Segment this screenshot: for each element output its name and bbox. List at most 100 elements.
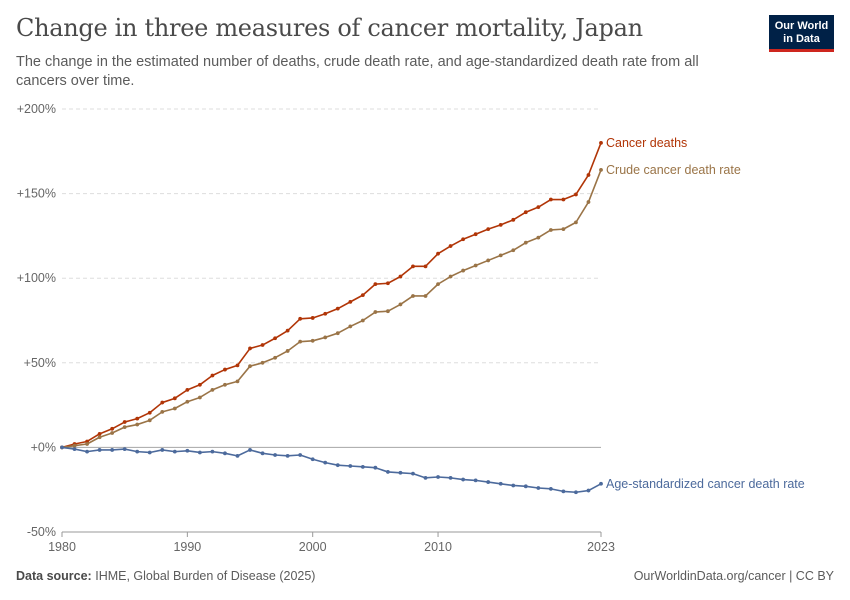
data-point-age-standardized-cancer-death-rate [97,448,102,452]
data-point-crude-cancer-death-rate [197,395,202,400]
data-point-age-standardized-cancer-death-rate [373,465,378,470]
x-tick-label: 2000 [299,540,327,554]
data-point-crude-cancer-death-rate [448,274,453,279]
data-point-age-standardized-cancer-death-rate [386,470,390,474]
data-point-cancer-deaths [373,282,378,287]
data-point-cancer-deaths [574,192,578,197]
data-point-age-standardized-cancer-death-rate [323,460,328,465]
data-point-crude-cancer-death-rate [586,200,591,204]
data-point-cancer-deaths [285,328,290,333]
chart-title: Change in three measures of cancer morta… [16,14,643,42]
data-point-age-standardized-cancer-death-rate [523,484,528,489]
data-point-age-standardized-cancer-death-rate [235,453,240,458]
data-point-age-standardized-cancer-death-rate [210,449,215,454]
data-point-crude-cancer-death-rate [85,442,89,446]
data-point-crude-cancer-death-rate [411,294,415,298]
data-point-cancer-deaths [523,210,528,215]
data-point-cancer-deaths [160,400,165,405]
data-point-age-standardized-cancer-death-rate [223,451,227,456]
data-point-cancer-deaths [436,251,440,256]
data-point-crude-cancer-death-rate [147,418,152,423]
y-tick-label: +0% [31,440,56,454]
y-tick-label: +150% [17,187,56,201]
data-source: Data source: IHME, Global Burden of Dise… [16,569,315,583]
data-point-crude-cancer-death-rate [160,409,165,414]
data-point-cancer-deaths [411,264,415,269]
data-point-age-standardized-cancer-death-rate [110,448,115,452]
data-point-crude-cancer-death-rate [235,379,240,384]
data-point-crude-cancer-death-rate [599,168,603,172]
y-tick-label: +100% [17,271,56,285]
logo-line-1: Our World [774,20,829,32]
chart-subtitle: The change in the estimated number of de… [16,54,699,89]
grid-lines [62,108,601,448]
data-point-cancer-deaths [147,410,152,415]
data-point-crude-cancer-death-rate [548,228,553,232]
credit-link[interactable]: OurWorldinData.org/cancer | CC BY [633,569,834,583]
data-point-cancer-deaths [461,237,466,242]
data-point-cancer-deaths [223,367,227,372]
data-point-age-standardized-cancer-death-rate [461,477,466,482]
data-point-crude-cancer-death-rate [511,248,516,253]
series-lines [60,140,603,495]
data-source-label: Data source: [16,569,92,583]
data-point-cancer-deaths [97,431,102,436]
data-point-crude-cancer-death-rate [348,324,353,329]
data-point-crude-cancer-death-rate [373,310,378,314]
data-point-crude-cancer-death-rate [473,263,478,268]
data-point-age-standardized-cancer-death-rate [248,448,252,452]
data-point-age-standardized-cancer-death-rate [486,480,491,484]
data-point-cancer-deaths [323,311,328,316]
data-point-cancer-deaths [599,140,603,145]
data-point-cancer-deaths [486,227,491,232]
data-point-age-standardized-cancer-death-rate [135,449,140,454]
data-point-age-standardized-cancer-death-rate [561,489,566,494]
data-point-cancer-deaths [335,306,340,311]
data-point-cancer-deaths [398,274,403,279]
series-labels: Cancer deaths Crude cancer death rate Age-… [606,136,805,491]
data-point-cancer-deaths [360,293,365,298]
series-line-cancer-deaths [61,142,602,449]
data-point-cancer-deaths [498,223,503,227]
data-point-crude-cancer-death-rate [97,435,102,440]
data-point-age-standardized-cancer-death-rate [85,449,89,454]
data-point-age-standardized-cancer-death-rate [197,450,202,455]
data-point-cancer-deaths [172,396,177,401]
data-point-age-standardized-cancer-death-rate [536,486,541,490]
data-point-cancer-deaths [386,281,390,286]
data-point-age-standardized-cancer-death-rate [423,475,428,480]
data-point-cancer-deaths [248,346,252,351]
data-point-crude-cancer-death-rate [335,331,340,336]
data-point-cancer-deaths [348,299,353,304]
data-point-cancer-deaths [561,197,566,202]
data-point-age-standardized-cancer-death-rate [260,451,265,456]
data-point-crude-cancer-death-rate [436,282,440,287]
x-tick-label: 2023 [587,540,615,554]
data-point-age-standardized-cancer-death-rate [122,447,127,451]
y-tick-label: +200% [17,102,56,116]
data-point-crude-cancer-death-rate [298,339,303,344]
data-point-cancer-deaths [511,217,516,222]
data-source-text[interactable]: IHME, Global Burden of Disease (2025) [95,569,316,583]
data-point-crude-cancer-death-rate [386,309,390,314]
series-label-cancer-deaths: Cancer deaths [606,136,687,150]
series-label-age-standardized-cancer-death-rate: Age-standardized cancer death rate [606,477,805,491]
data-point-crude-cancer-death-rate [260,360,265,365]
data-point-age-standardized-cancer-death-rate [398,470,403,475]
data-point-age-standardized-cancer-death-rate [285,453,290,458]
data-point-crude-cancer-death-rate [285,349,290,353]
data-point-age-standardized-cancer-death-rate [574,490,578,495]
owid-logo[interactable]: Our World in Data [769,15,834,52]
data-point-age-standardized-cancer-death-rate [72,447,77,451]
y-tick-label: +50% [24,356,56,370]
data-point-crude-cancer-death-rate [574,220,578,225]
data-point-age-standardized-cancer-death-rate [448,475,453,480]
data-point-age-standardized-cancer-death-rate [298,453,303,457]
data-point-age-standardized-cancer-death-rate [172,449,177,454]
data-point-age-standardized-cancer-death-rate [335,463,340,468]
y-tick-label: -50% [27,525,56,539]
x-tick-label: 1990 [173,540,201,554]
data-point-cancer-deaths [548,197,553,202]
data-point-cancer-deaths [473,232,478,237]
data-point-crude-cancer-death-rate [135,422,140,427]
